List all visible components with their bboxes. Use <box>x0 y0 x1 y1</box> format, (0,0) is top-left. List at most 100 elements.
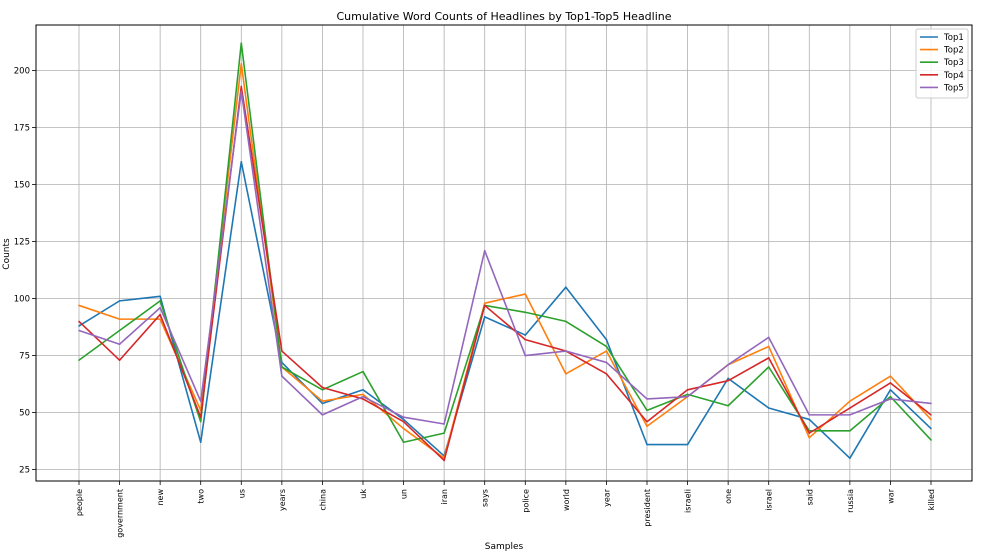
data-point <box>524 334 527 336</box>
data-point <box>646 409 648 412</box>
data-point <box>118 343 121 346</box>
data-point <box>605 373 608 375</box>
data-point <box>78 304 80 307</box>
data-point <box>402 441 405 444</box>
x-tick-label: un <box>400 489 409 499</box>
legend-label: Top3 <box>943 58 964 68</box>
x-tick-label: new <box>156 489 165 506</box>
data-point <box>321 386 324 389</box>
data-point <box>78 320 80 323</box>
data-point <box>565 373 567 375</box>
x-tick-label: israel <box>765 489 774 511</box>
data-point <box>767 366 770 368</box>
data-point <box>443 459 445 462</box>
series-line-top1 <box>78 161 932 460</box>
x-tick-label: china <box>318 489 327 511</box>
x-tick-label: killed <box>927 489 936 510</box>
data-point <box>321 400 324 403</box>
data-point <box>849 400 851 403</box>
data-point <box>808 432 811 434</box>
data-point <box>565 320 567 323</box>
y-tick-label: 175 <box>14 124 30 134</box>
data-point <box>889 389 892 391</box>
data-point <box>686 395 689 398</box>
data-point <box>78 325 80 327</box>
data-point <box>240 85 243 88</box>
data-point <box>565 286 567 289</box>
data-point <box>199 420 202 423</box>
data-point <box>930 414 932 416</box>
data-point <box>889 398 892 400</box>
data-point <box>808 418 811 421</box>
grid <box>36 25 972 481</box>
data-point <box>849 457 851 460</box>
x-tick-label: uk <box>359 489 368 499</box>
data-point <box>240 90 243 92</box>
y-tick-label: 25 <box>19 466 30 476</box>
data-point <box>727 404 729 407</box>
data-point <box>930 402 932 405</box>
data-point <box>118 318 121 320</box>
y-tick-label: 125 <box>14 238 30 248</box>
data-point <box>889 375 892 377</box>
data-point <box>646 398 648 400</box>
data-point <box>686 393 689 396</box>
x-tick-label: russia <box>846 489 855 513</box>
data-point <box>646 425 648 428</box>
data-point <box>686 389 689 391</box>
data-point <box>767 407 770 409</box>
x-tick-label: government <box>116 489 125 538</box>
x-tick-label: iran <box>440 489 449 504</box>
series-lines <box>78 42 932 462</box>
x-tick-label: president <box>643 489 652 527</box>
y-axis-label: Counts <box>2 238 12 270</box>
data-point <box>605 345 608 348</box>
x-tick-label: two <box>197 489 206 504</box>
x-tick-label: war <box>886 488 895 503</box>
data-point <box>159 318 161 320</box>
data-point <box>321 414 324 416</box>
series-top3 <box>78 42 932 444</box>
data-point <box>159 300 161 302</box>
data-point <box>483 316 486 318</box>
data-point <box>281 375 283 377</box>
data-point <box>767 357 770 359</box>
data-point <box>362 389 364 391</box>
data-point <box>199 416 202 418</box>
data-point <box>646 420 648 423</box>
data-point <box>321 389 324 391</box>
data-point <box>849 414 851 416</box>
data-point <box>849 430 851 432</box>
data-point <box>483 304 486 307</box>
data-point <box>362 370 364 373</box>
data-point <box>524 338 527 341</box>
data-point <box>646 443 648 446</box>
data-point <box>605 338 608 341</box>
data-point <box>118 300 121 302</box>
data-point <box>808 436 811 439</box>
data-point <box>727 379 729 382</box>
data-point <box>118 329 121 332</box>
data-point <box>483 302 486 304</box>
chart-title: Cumulative Word Counts of Headlines by T… <box>336 10 671 23</box>
data-point <box>605 350 608 352</box>
x-tick-label: year <box>602 488 611 507</box>
y-tick-label: 75 <box>19 352 30 362</box>
data-point <box>240 161 243 163</box>
data-point <box>199 400 202 403</box>
data-point <box>118 359 121 361</box>
data-point <box>321 402 324 405</box>
data-point <box>930 418 932 421</box>
legend: Top1 Top2 Top3 Top4 Top5 <box>915 28 969 99</box>
data-point <box>483 249 486 252</box>
x-tick-label: us <box>237 489 246 498</box>
data-point <box>889 395 892 398</box>
x-axis-label: Samples <box>485 542 524 552</box>
data-point <box>281 350 283 352</box>
legend-label: Top5 <box>943 83 964 93</box>
data-point <box>362 398 364 400</box>
x-tick-label: one <box>724 489 733 504</box>
data-point <box>199 441 202 444</box>
